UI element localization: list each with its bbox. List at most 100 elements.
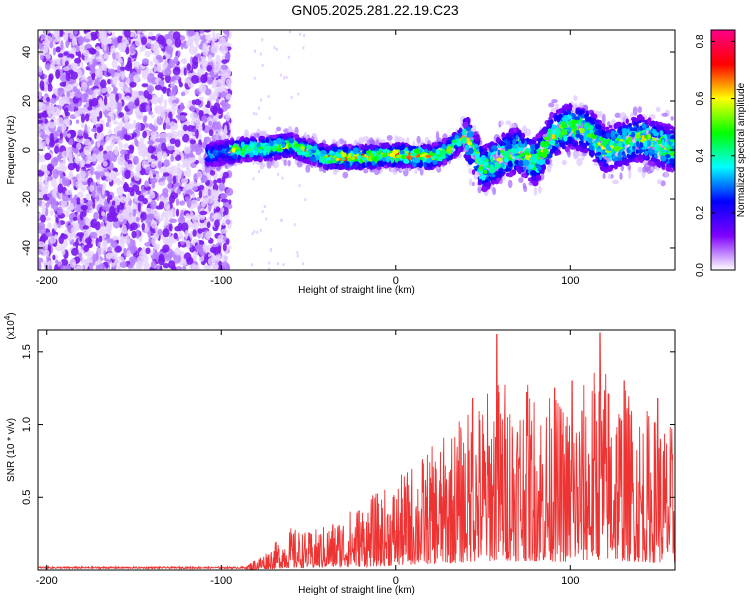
heatmap-cell <box>83 38 91 43</box>
heatmap-cell <box>103 42 107 51</box>
heatmap-cell <box>414 169 418 175</box>
heatmap-cell <box>129 152 134 162</box>
heatmap-cell <box>64 86 70 92</box>
heatmap-cell <box>290 95 293 99</box>
heatmap-cell <box>47 232 53 238</box>
heatmap-cell <box>80 204 89 211</box>
heatmap-cell <box>136 111 143 120</box>
heatmap-cell <box>197 228 203 234</box>
heatmap-cell <box>43 249 50 257</box>
heatmap-cell <box>266 159 272 169</box>
heatmap-cell <box>56 108 61 118</box>
heatmap-cell <box>207 257 214 266</box>
heatmap-cell <box>207 54 213 63</box>
heatmap-cell <box>259 164 265 170</box>
heatmap-cell <box>62 33 68 40</box>
heatmap-cell <box>679 139 685 145</box>
heatmap-cell <box>175 267 182 270</box>
heatmap-cell <box>60 258 69 266</box>
heatmap-cell <box>253 76 256 80</box>
heatmap-cell <box>164 67 172 76</box>
heatmap-cell <box>606 121 611 127</box>
heatmap-cell <box>119 192 123 203</box>
heatmap-cell <box>540 172 545 181</box>
heatmap-cell <box>628 169 632 179</box>
heatmap-cell <box>195 244 203 253</box>
heatmap-cell <box>162 228 170 238</box>
heatmap-cell <box>619 172 623 180</box>
heatmap-cell <box>141 83 149 88</box>
heatmap-cell <box>183 67 187 76</box>
heatmap-cell <box>124 154 128 161</box>
heatmap-cell <box>64 107 69 115</box>
heatmap-cell <box>147 140 155 145</box>
heatmap-cell <box>49 235 57 244</box>
heatmap-cell <box>38 119 44 124</box>
heatmap-cell <box>92 145 100 156</box>
heatmap-cell <box>217 245 222 254</box>
heatmap-cell <box>60 40 64 51</box>
heatmap-cell <box>74 57 82 64</box>
heatmap-cell <box>126 250 131 258</box>
heatmap-cell <box>164 216 170 226</box>
heatmap-cell <box>191 74 199 84</box>
heatmap-cell <box>215 73 219 78</box>
heatmap-cell <box>73 67 81 73</box>
heatmap-cell <box>65 39 70 49</box>
heatmap-cell <box>173 232 178 240</box>
heatmap-cell <box>198 96 205 101</box>
heatmap-cell <box>336 140 341 148</box>
heatmap-cell <box>145 216 153 225</box>
heatmap-cell <box>197 157 205 164</box>
heatmap-cell <box>38 103 47 112</box>
heatmap-cell <box>213 212 219 218</box>
heatmap-cell <box>112 78 118 86</box>
heatmap-cell <box>90 112 96 118</box>
heatmap-cell <box>155 105 164 115</box>
heatmap-cell <box>222 30 229 35</box>
heatmap-cell <box>137 149 145 157</box>
heatmap-cell <box>50 137 55 146</box>
heatmap-cell <box>76 232 85 237</box>
heatmap-cell <box>89 31 98 41</box>
heatmap-cell <box>190 56 194 66</box>
heatmap-cell <box>48 196 56 205</box>
heatmap-cell <box>112 31 115 40</box>
heatmap-cell <box>118 202 125 211</box>
heatmap-cell <box>677 122 681 131</box>
heatmap-cell <box>185 213 191 219</box>
heatmap-cell <box>46 192 53 198</box>
heatmap-cell <box>84 123 88 134</box>
heatmap-cell <box>99 30 105 37</box>
chart-title: GN05.2025.281.22.19.C23 <box>291 2 459 18</box>
heatmap-cell <box>650 166 654 172</box>
heatmap-cell <box>125 46 130 55</box>
heatmap-cell <box>139 137 145 142</box>
heatmap-cell <box>192 56 199 66</box>
heatmap-cell <box>54 37 61 43</box>
heatmap-cell <box>218 79 224 84</box>
heatmap-cell <box>50 97 57 104</box>
heatmap-cell <box>168 236 175 245</box>
heatmap-cell <box>115 93 119 102</box>
heatmap-cell <box>303 34 305 37</box>
heatmap-cell <box>59 30 64 37</box>
heatmap-cell <box>129 81 137 88</box>
heatmap-cell <box>267 95 270 99</box>
heatmap-cell <box>637 106 642 114</box>
heatmap-cell <box>84 259 90 268</box>
heatmap-cell <box>598 110 603 119</box>
heatmap-cell <box>151 260 156 269</box>
heatmap-cell <box>107 68 116 74</box>
heatmap-cell <box>191 157 197 163</box>
heatmap-cell <box>111 200 116 206</box>
heatmap-cell <box>145 104 151 112</box>
heatmap-cell <box>198 110 204 118</box>
heatmap-cell <box>47 163 54 172</box>
heatmap-cell <box>206 100 211 108</box>
heatmap-cell <box>283 159 287 167</box>
heatmap-cell <box>680 140 685 143</box>
heatmap-cell <box>676 157 680 167</box>
heatmap-cell <box>110 170 117 180</box>
heatmap-cell <box>38 228 43 234</box>
